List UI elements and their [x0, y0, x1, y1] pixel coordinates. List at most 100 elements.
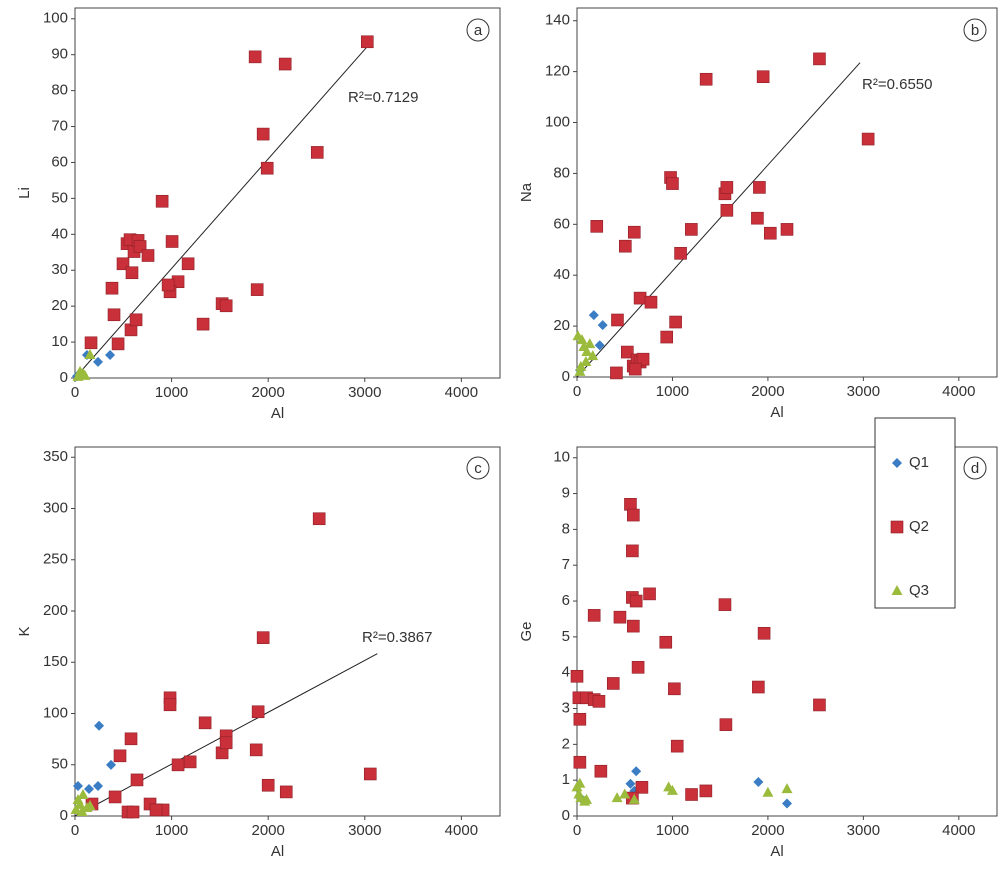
square-marker — [666, 177, 679, 190]
square-marker — [890, 520, 904, 534]
y-tick-label: 80 — [51, 82, 68, 99]
square-marker — [643, 587, 656, 601]
diamond-marker — [753, 776, 764, 787]
square-marker — [105, 281, 119, 295]
y-tick-label: 300 — [43, 499, 68, 516]
triangle-marker — [575, 360, 587, 371]
square-marker — [183, 755, 197, 769]
diamond-marker — [94, 720, 105, 731]
y-axis-label: K — [16, 626, 33, 636]
square-marker — [130, 773, 144, 787]
square-marker — [668, 682, 681, 696]
square-marker — [611, 313, 624, 327]
x-tick-label: 0 — [71, 822, 79, 839]
x-tick-label: 3000 — [847, 822, 880, 839]
diamond-marker — [72, 780, 83, 791]
x-tick-label: 2000 — [251, 822, 284, 839]
diamond-marker — [594, 340, 605, 351]
square-marker — [573, 712, 587, 726]
square-marker — [261, 778, 275, 792]
square-marker — [570, 669, 584, 683]
square-marker — [171, 758, 185, 772]
diamond-marker — [92, 780, 103, 791]
legend-label: Q2 — [909, 518, 929, 535]
x-tick-label: 3000 — [348, 822, 381, 839]
triangle-marker — [77, 368, 89, 379]
square-marker — [618, 239, 632, 253]
triangle-marker — [584, 338, 596, 349]
x-tick-label: 1000 — [656, 822, 689, 839]
x-tick-label: 0 — [573, 383, 581, 400]
x-tick-label: 1000 — [155, 822, 188, 839]
square-marker — [165, 235, 179, 248]
x-tick-label: 2000 — [251, 384, 284, 401]
diamond-marker — [892, 458, 902, 468]
square-marker — [685, 223, 698, 236]
annotation: R²=0.6550 — [862, 76, 932, 93]
square-marker — [752, 680, 765, 694]
trend-line — [576, 62, 861, 378]
y-tick-label: 10 — [553, 449, 570, 466]
triangle-marker — [762, 786, 774, 797]
square-marker — [163, 698, 177, 712]
square-marker — [107, 308, 121, 322]
square-marker — [627, 619, 640, 633]
square-marker — [250, 283, 264, 296]
square-marker — [669, 315, 682, 329]
y-tick-label: 90 — [51, 46, 68, 63]
x-tick-label: 2000 — [751, 383, 784, 400]
x-axis-label: Al — [770, 843, 783, 860]
diamond-marker — [782, 798, 792, 809]
plot-frame — [576, 446, 998, 817]
square-marker — [644, 295, 658, 309]
square-marker — [699, 72, 713, 86]
y-tick-label: 1 — [562, 771, 570, 788]
square-marker — [219, 299, 233, 313]
x-axis-label: Al — [271, 843, 284, 860]
y-tick-label: 30 — [51, 261, 68, 278]
square-marker — [674, 247, 687, 260]
legend-box — [874, 417, 956, 609]
square-marker — [278, 57, 292, 71]
y-tick-label: 8 — [562, 520, 570, 537]
triangle-marker — [619, 788, 631, 799]
x-axis-label: Al — [271, 405, 284, 422]
square-marker — [363, 767, 377, 781]
x-tick-label: 3000 — [847, 383, 880, 400]
square-marker — [590, 220, 604, 233]
square-marker — [720, 204, 734, 217]
triangle-marker — [72, 370, 84, 381]
square-marker — [627, 508, 640, 522]
triangle-marker — [891, 585, 903, 595]
square-marker — [108, 790, 122, 804]
square-marker — [670, 739, 684, 753]
y-axis-label: Li — [16, 187, 33, 199]
triangle-marker — [611, 792, 623, 803]
y-tick-label: 100 — [43, 704, 68, 721]
square-marker — [753, 181, 766, 194]
x-tick-label: 1000 — [155, 384, 188, 401]
y-tick-label: 10 — [51, 333, 68, 350]
legend-label: Q1 — [909, 454, 929, 471]
y-tick-label: 0 — [60, 369, 68, 386]
square-marker — [624, 498, 637, 511]
triangle-marker — [580, 355, 592, 366]
x-tick-label: 3000 — [348, 384, 381, 401]
square-marker — [126, 805, 140, 819]
square-marker — [256, 631, 270, 644]
plot-frame — [74, 7, 501, 379]
y-tick-label: 5 — [562, 628, 570, 645]
y-tick-label: 60 — [553, 215, 570, 232]
square-marker — [636, 352, 650, 366]
square-marker — [626, 544, 639, 558]
panel-label-circle — [963, 456, 987, 480]
square-marker — [360, 35, 374, 49]
y-tick-label: 9 — [562, 485, 570, 502]
y-tick-label: 250 — [43, 551, 68, 568]
diamond-marker — [105, 350, 116, 361]
y-tick-label: 20 — [553, 317, 570, 334]
y-tick-label: 50 — [51, 756, 68, 773]
y-tick-label: 100 — [43, 10, 68, 27]
annotation: R²=0.7129 — [348, 89, 418, 106]
square-marker — [751, 211, 764, 225]
